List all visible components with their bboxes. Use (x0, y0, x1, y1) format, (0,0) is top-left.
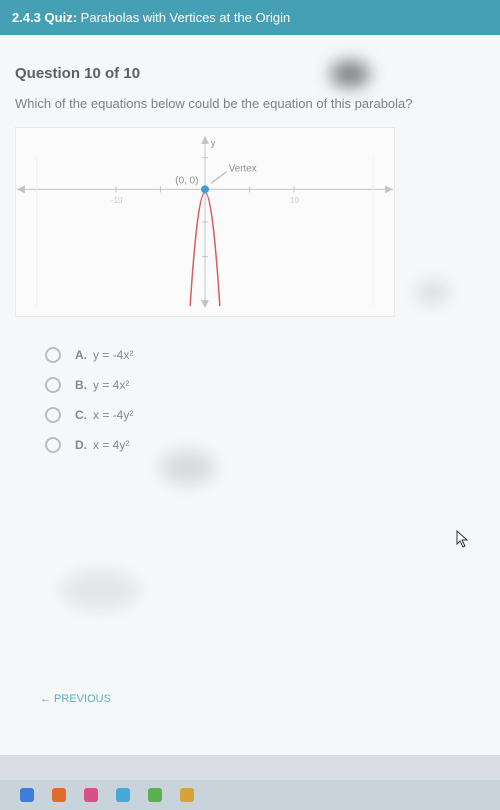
question-prompt: Which of the equations below could be th… (15, 96, 485, 111)
section-number: 2.4.3 (12, 10, 41, 25)
quiz-title: Parabolas with Vertices at the Origin (81, 10, 291, 25)
screen-smudge (415, 280, 450, 305)
previous-link[interactable]: ← PREVIOUS (40, 693, 111, 705)
taskbar-app-icon[interactable] (180, 788, 194, 802)
windows-taskbar[interactable] (0, 780, 500, 810)
vertex-coord: (0, 0) (175, 175, 198, 186)
radio-icon[interactable] (45, 347, 61, 363)
vertex-pointer (211, 172, 227, 184)
mouse-cursor-icon (456, 530, 470, 551)
radio-icon[interactable] (45, 407, 61, 423)
question-number: Question 10 of 10 (15, 65, 485, 82)
screen-smudge (60, 570, 140, 610)
radio-icon[interactable] (45, 437, 61, 453)
vertex-annotation: Vertex (229, 164, 257, 175)
parabola-graph: (0, 0) Vertex y -10 10 (15, 127, 395, 317)
screen-smudge (160, 450, 215, 485)
option-letter: A. (75, 348, 87, 362)
answer-options: A. y = -4x² B. y = 4x² C. x = -4y² D. x … (15, 347, 485, 453)
taskbar-app-icon[interactable] (84, 788, 98, 802)
taskbar-app-icon[interactable] (20, 788, 34, 802)
option-c[interactable]: C. x = -4y² (45, 407, 485, 423)
option-text: y = 4x² (93, 378, 129, 392)
option-text: y = -4x² (93, 348, 133, 362)
radio-icon[interactable] (45, 377, 61, 393)
y-axis-label: y (211, 138, 216, 148)
option-letter: C. (75, 408, 87, 422)
option-b[interactable]: B. y = 4x² (45, 377, 485, 393)
x-tick-pos: 10 (290, 196, 299, 205)
vertex-point (201, 185, 209, 193)
quiz-label: Quiz: (45, 10, 78, 25)
x-tick-neg: -10 (111, 196, 123, 205)
option-text: x = -4y² (93, 408, 133, 422)
option-a[interactable]: A. y = -4x² (45, 347, 485, 363)
taskbar-app-icon[interactable] (148, 788, 162, 802)
taskbar-app-icon[interactable] (116, 788, 130, 802)
graph-svg: (0, 0) Vertex y -10 10 (16, 128, 394, 316)
option-letter: B. (75, 378, 87, 392)
option-d[interactable]: D. x = 4y² (45, 437, 485, 453)
option-text: x = 4y² (93, 438, 129, 452)
question-content: Question 10 of 10 Which of the equations… (0, 35, 500, 755)
quiz-header: 2.4.3 Quiz: Parabolas with Vertices at t… (0, 0, 500, 35)
screen-smudge (330, 60, 370, 88)
option-letter: D. (75, 438, 87, 452)
taskbar-app-icon[interactable] (52, 788, 66, 802)
